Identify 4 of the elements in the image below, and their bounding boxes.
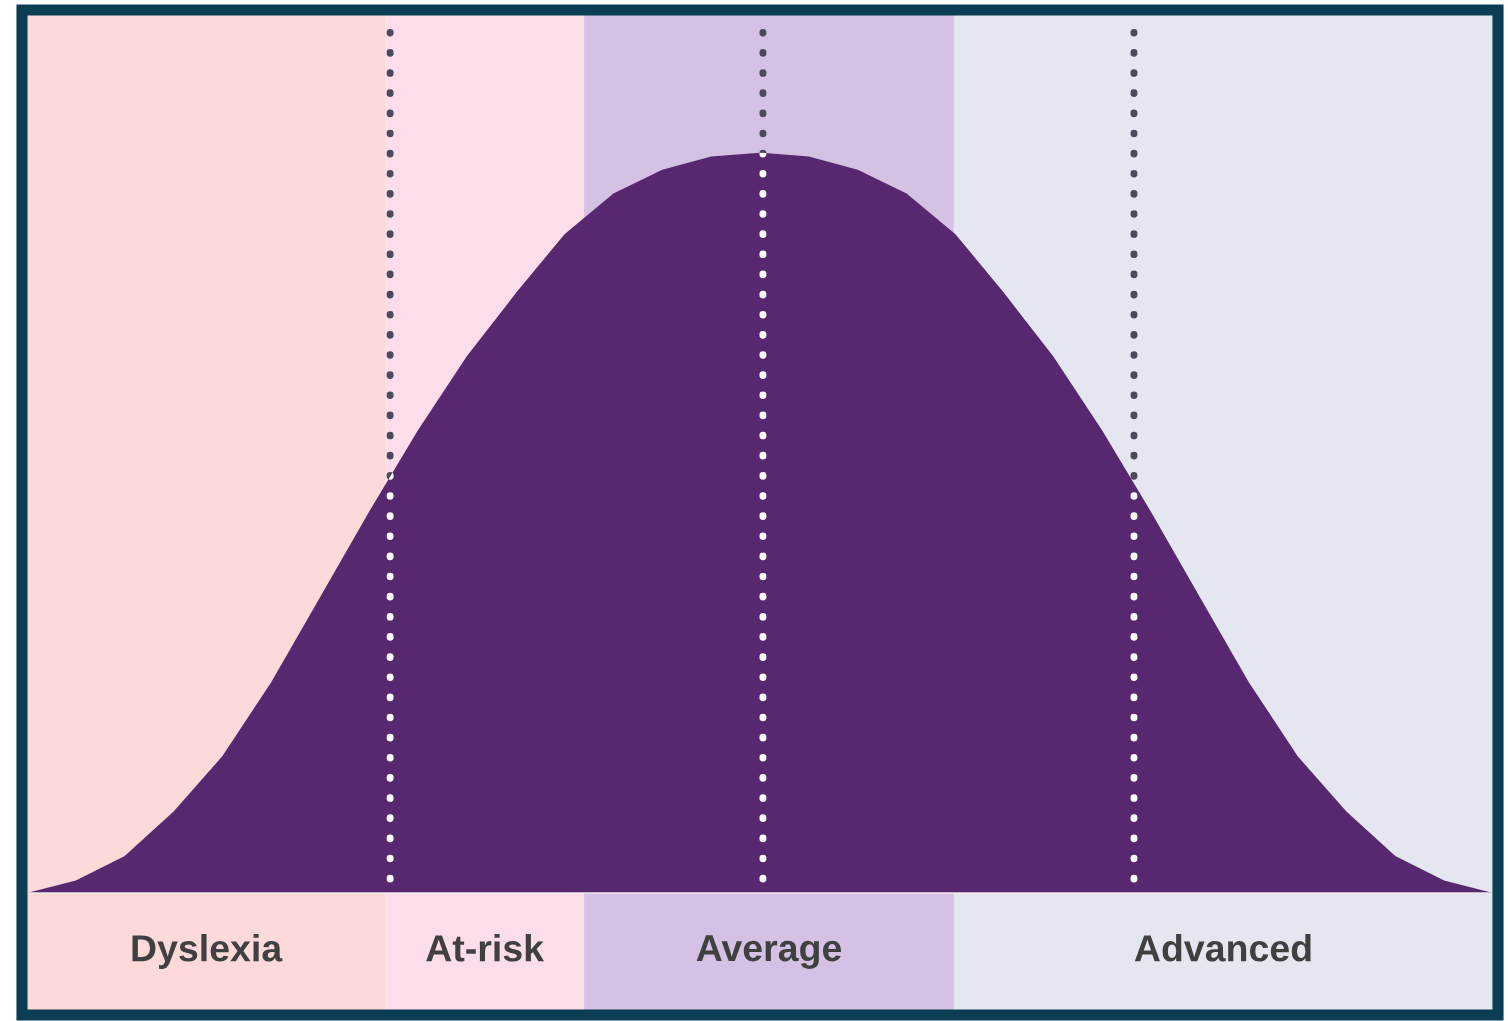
text: Average — [696, 935, 842, 969]
text: At-risk — [426, 934, 545, 962]
text: Advanced — [1134, 934, 1311, 962]
text: Dyslexia — [132, 934, 283, 969]
